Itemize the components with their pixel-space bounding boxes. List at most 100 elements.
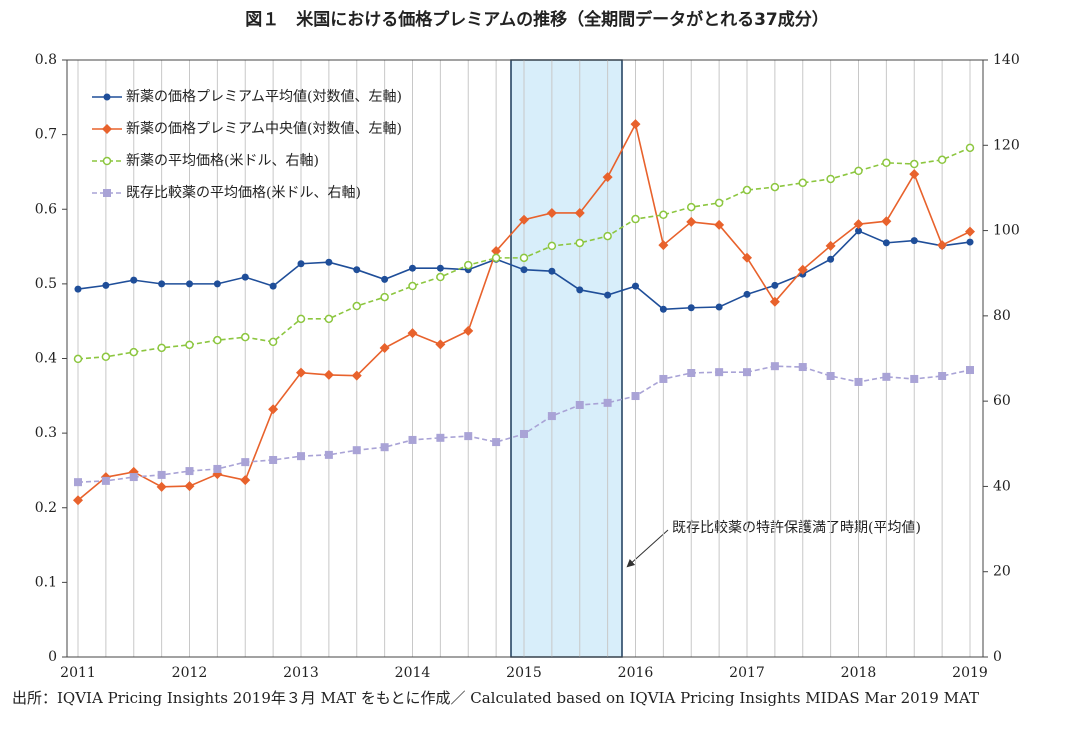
point (743, 290, 751, 298)
point (855, 227, 862, 235)
point (520, 429, 528, 438)
highlight-period (510, 59, 623, 658)
x-tick-label: 2019 (952, 665, 988, 681)
legend-marker (102, 156, 112, 166)
y2-tick-label: 100 (993, 223, 1020, 239)
y-tick-label: 0.1 (35, 574, 57, 590)
point (910, 374, 919, 383)
point (158, 280, 166, 288)
point (827, 255, 835, 263)
y2-tick-label: 120 (993, 137, 1020, 153)
point (854, 166, 863, 176)
point (297, 260, 305, 268)
point (519, 253, 529, 263)
point (157, 470, 166, 479)
point (715, 368, 724, 377)
point (491, 253, 501, 263)
point (546, 207, 557, 218)
x-tick-label: 2014 (395, 665, 431, 681)
point (575, 238, 584, 248)
point (938, 371, 947, 380)
point (241, 332, 250, 342)
point (73, 354, 83, 364)
point (436, 433, 445, 442)
point (687, 368, 696, 377)
point (825, 240, 836, 251)
legend-marker (103, 189, 111, 197)
point (630, 119, 641, 130)
point (771, 281, 779, 289)
point (297, 452, 305, 461)
point (73, 495, 83, 506)
point (965, 226, 975, 237)
point (184, 481, 195, 492)
point (966, 366, 974, 375)
point (269, 455, 278, 464)
point (659, 210, 668, 220)
point (687, 202, 696, 212)
point (74, 285, 82, 293)
point (882, 158, 891, 168)
point (798, 178, 807, 188)
point (548, 267, 556, 275)
point (491, 246, 502, 257)
point (268, 404, 279, 415)
point (379, 343, 390, 354)
point (659, 305, 667, 313)
point (156, 481, 167, 492)
point (381, 275, 389, 283)
point (882, 239, 890, 247)
annotation: 既存比較薬の特許保護満了時期(平均値) (672, 520, 921, 536)
point (436, 264, 444, 272)
y-tick-label: 0.2 (35, 500, 57, 516)
point (464, 260, 473, 270)
annotation-arrow (626, 529, 669, 568)
point (770, 182, 780, 192)
point (714, 219, 725, 230)
x-tick-label: 2013 (283, 665, 319, 681)
y2-tick-label: 20 (993, 564, 1011, 580)
point (910, 237, 918, 245)
point (604, 291, 612, 299)
point (576, 286, 584, 294)
point (213, 280, 221, 288)
point (296, 367, 306, 378)
point (351, 370, 362, 381)
point (492, 438, 501, 447)
point (324, 314, 334, 324)
point (409, 264, 416, 272)
y-tick-label: 0.3 (35, 425, 57, 441)
point (632, 282, 639, 290)
point (854, 377, 863, 386)
y-tick-label: 0 (48, 649, 57, 665)
point (436, 272, 445, 282)
point (603, 231, 612, 241)
chart: 図１ 米国における価格プレミアムの推移（全期間データがとれる37成分） 既存比較… (35, 9, 1020, 681)
x-tick-label: 2018 (841, 665, 877, 681)
point (547, 241, 557, 251)
y2-tick-label: 140 (993, 52, 1020, 68)
point (882, 372, 891, 381)
x-tick-label: 2015 (506, 665, 542, 681)
y2-tick-label: 0 (993, 649, 1002, 665)
y2-tick-label: 80 (993, 308, 1011, 324)
point (380, 443, 389, 452)
point (407, 328, 418, 339)
y2-tick-label: 60 (993, 393, 1011, 409)
point (324, 450, 333, 459)
x-tick-label: 2012 (172, 665, 208, 681)
y2-tick-label: 40 (993, 478, 1011, 494)
point (574, 207, 585, 218)
point (352, 301, 361, 311)
point (241, 273, 249, 281)
x-tick-label: 2016 (618, 665, 654, 681)
y-tick-label: 0.8 (35, 52, 57, 68)
point (910, 159, 919, 169)
point (157, 343, 166, 353)
point (826, 174, 835, 184)
point (185, 467, 194, 476)
point (325, 258, 333, 266)
legend-label: 新薬の価格プレミアム中央値(対数値、左軸) (126, 121, 402, 137)
point (130, 276, 138, 284)
point (323, 369, 334, 380)
